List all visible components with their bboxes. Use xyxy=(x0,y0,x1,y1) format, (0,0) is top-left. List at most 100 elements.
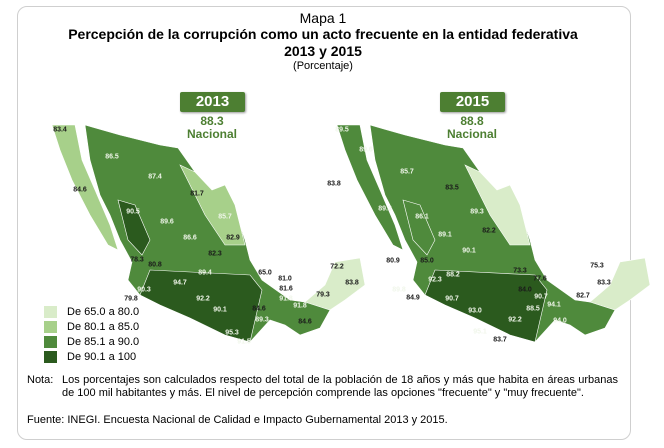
legend-item: De 65.0 a 80.0 xyxy=(44,304,139,319)
state-value-label: 94.0 xyxy=(553,317,567,325)
state-value-label: 83.4 xyxy=(53,126,67,134)
state-value-label: 88.2 xyxy=(446,271,460,279)
state-value-label: 94.1 xyxy=(547,301,561,309)
state-value-label: 87.4 xyxy=(148,173,162,181)
source-text: Fuente: INEGI. Encuesta Nacional de Cali… xyxy=(27,414,448,426)
legend-swatch xyxy=(44,335,57,348)
region-sinaloa xyxy=(117,199,151,256)
state-value-label: 89.6 xyxy=(359,146,373,154)
state-value-label: 95.1 xyxy=(473,328,487,336)
legend-swatch xyxy=(44,320,57,333)
state-value-label: 91.8 xyxy=(293,302,307,310)
legend: De 65.0 a 80.0 De 80.1 a 85.0 De 85.1 a … xyxy=(44,304,139,364)
figure-years: 2013 y 2015 xyxy=(284,43,362,59)
state-value-label: 90.3 xyxy=(137,286,151,294)
state-value-label: 92.2 xyxy=(196,295,210,303)
region-yucatan xyxy=(304,257,366,311)
figure-unit: (Porcentaje) xyxy=(293,60,353,72)
state-value-label: 95.3 xyxy=(225,329,239,337)
state-value-label: 82.3 xyxy=(208,250,222,258)
year-badge-2013: 2013 xyxy=(180,92,245,112)
state-value-label: 86.1 xyxy=(415,213,429,221)
state-value-label: 81.0 xyxy=(278,275,292,283)
region-south xyxy=(139,269,263,343)
state-value-label: 79.8 xyxy=(124,295,138,303)
state-value-label: 90.5 xyxy=(126,208,140,216)
state-value-label: 89.6 xyxy=(160,218,174,226)
legend-swatch xyxy=(44,305,57,318)
national-label: Nacional xyxy=(186,127,237,141)
state-value-label: 83.8 xyxy=(327,180,341,188)
state-value-label: 83.8 xyxy=(345,279,359,287)
state-value-label: 92.3 xyxy=(428,276,442,284)
region-northeast xyxy=(464,164,531,246)
legend-label: De 65.0 a 80.0 xyxy=(67,305,140,318)
legend-swatch xyxy=(44,350,57,363)
state-value-label: 90.1 xyxy=(213,306,227,314)
state-value-label: 84.0 xyxy=(518,286,532,294)
state-value-label: 81.7 xyxy=(190,190,204,198)
state-value-label: 82.9 xyxy=(226,234,240,242)
state-value-label: 90.7 xyxy=(534,293,548,301)
state-value-label: 86.6 xyxy=(183,234,197,242)
state-value-label: 79.3 xyxy=(316,291,330,299)
state-value-label: 89.3 xyxy=(470,208,484,216)
state-value-label: 91.8 xyxy=(279,295,293,303)
state-value-label: 72.2 xyxy=(330,263,344,271)
state-value-label: 86.5 xyxy=(105,153,119,161)
national-value: 88.8 xyxy=(460,114,484,128)
state-value-label: 85.0 xyxy=(420,257,434,265)
state-value-label: 65.0 xyxy=(258,269,272,277)
state-value-label: 90.1 xyxy=(462,247,476,255)
state-value-label: 83.3 xyxy=(597,279,611,287)
state-value-label: 89.3 xyxy=(378,205,392,213)
state-value-label: 83.5 xyxy=(445,184,459,192)
state-value-label: 83.7 xyxy=(493,336,507,344)
state-value-label: 94.7 xyxy=(173,279,187,287)
legend-label: De 85.1 a 90.0 xyxy=(67,335,140,348)
state-value-label: 80.8 xyxy=(148,261,162,269)
state-value-label: 84.6 xyxy=(73,186,87,194)
state-value-label: 73.3 xyxy=(513,267,527,275)
region-baja-california xyxy=(336,124,404,251)
region-northeast xyxy=(179,164,246,246)
region-sinaloa xyxy=(402,199,436,256)
state-value-label: 84.6 xyxy=(298,318,312,326)
state-value-label: 91.5 xyxy=(237,338,251,346)
legend-item: De 80.1 a 85.0 xyxy=(44,319,139,334)
note-text: Los porcentajes son calculados respecto … xyxy=(62,374,618,399)
figure-title: Percepción de la corrupción como un acto… xyxy=(68,26,578,42)
region-yucatan xyxy=(589,257,651,311)
region-baja-california xyxy=(51,124,119,251)
state-value-label: 89.1 xyxy=(438,231,452,239)
note-label: Nota: xyxy=(27,374,54,386)
state-value-label: 89.5 xyxy=(335,126,349,134)
legend-item: De 85.1 a 90.0 xyxy=(44,334,139,349)
state-value-label: 85.7 xyxy=(218,213,232,221)
state-value-label: 85.7 xyxy=(400,168,414,176)
state-value-label: 90.7 xyxy=(445,295,459,303)
legend-label: De 90.1 a 100 xyxy=(67,350,137,363)
state-value-label: 84.9 xyxy=(406,294,420,302)
state-value-label: 84.6 xyxy=(252,305,266,313)
national-2013: 88.3 Nacional xyxy=(172,115,252,141)
state-value-label: 82.2 xyxy=(482,227,496,235)
legend-label: De 80.1 a 85.0 xyxy=(67,320,140,333)
map-number: Mapa 1 xyxy=(299,10,347,26)
state-value-label: 93.0 xyxy=(468,307,482,315)
national-label: Nacional xyxy=(446,127,497,141)
year-badge-2015: 2015 xyxy=(440,92,505,112)
state-value-label: 77.6 xyxy=(533,275,547,283)
state-value-label: 81.6 xyxy=(279,285,293,293)
state-value-label: 88.5 xyxy=(526,305,540,313)
national-value: 88.3 xyxy=(200,114,224,128)
national-2015: 88.8 Nacional xyxy=(432,115,512,141)
region-south xyxy=(424,269,548,343)
state-value-label: 89.4 xyxy=(198,269,212,277)
state-value-label: 78.3 xyxy=(130,256,144,264)
legend-item: De 90.1 a 100 xyxy=(44,349,139,364)
state-value-label: 89.3 xyxy=(255,316,269,324)
state-value-label: 75.3 xyxy=(590,262,604,270)
